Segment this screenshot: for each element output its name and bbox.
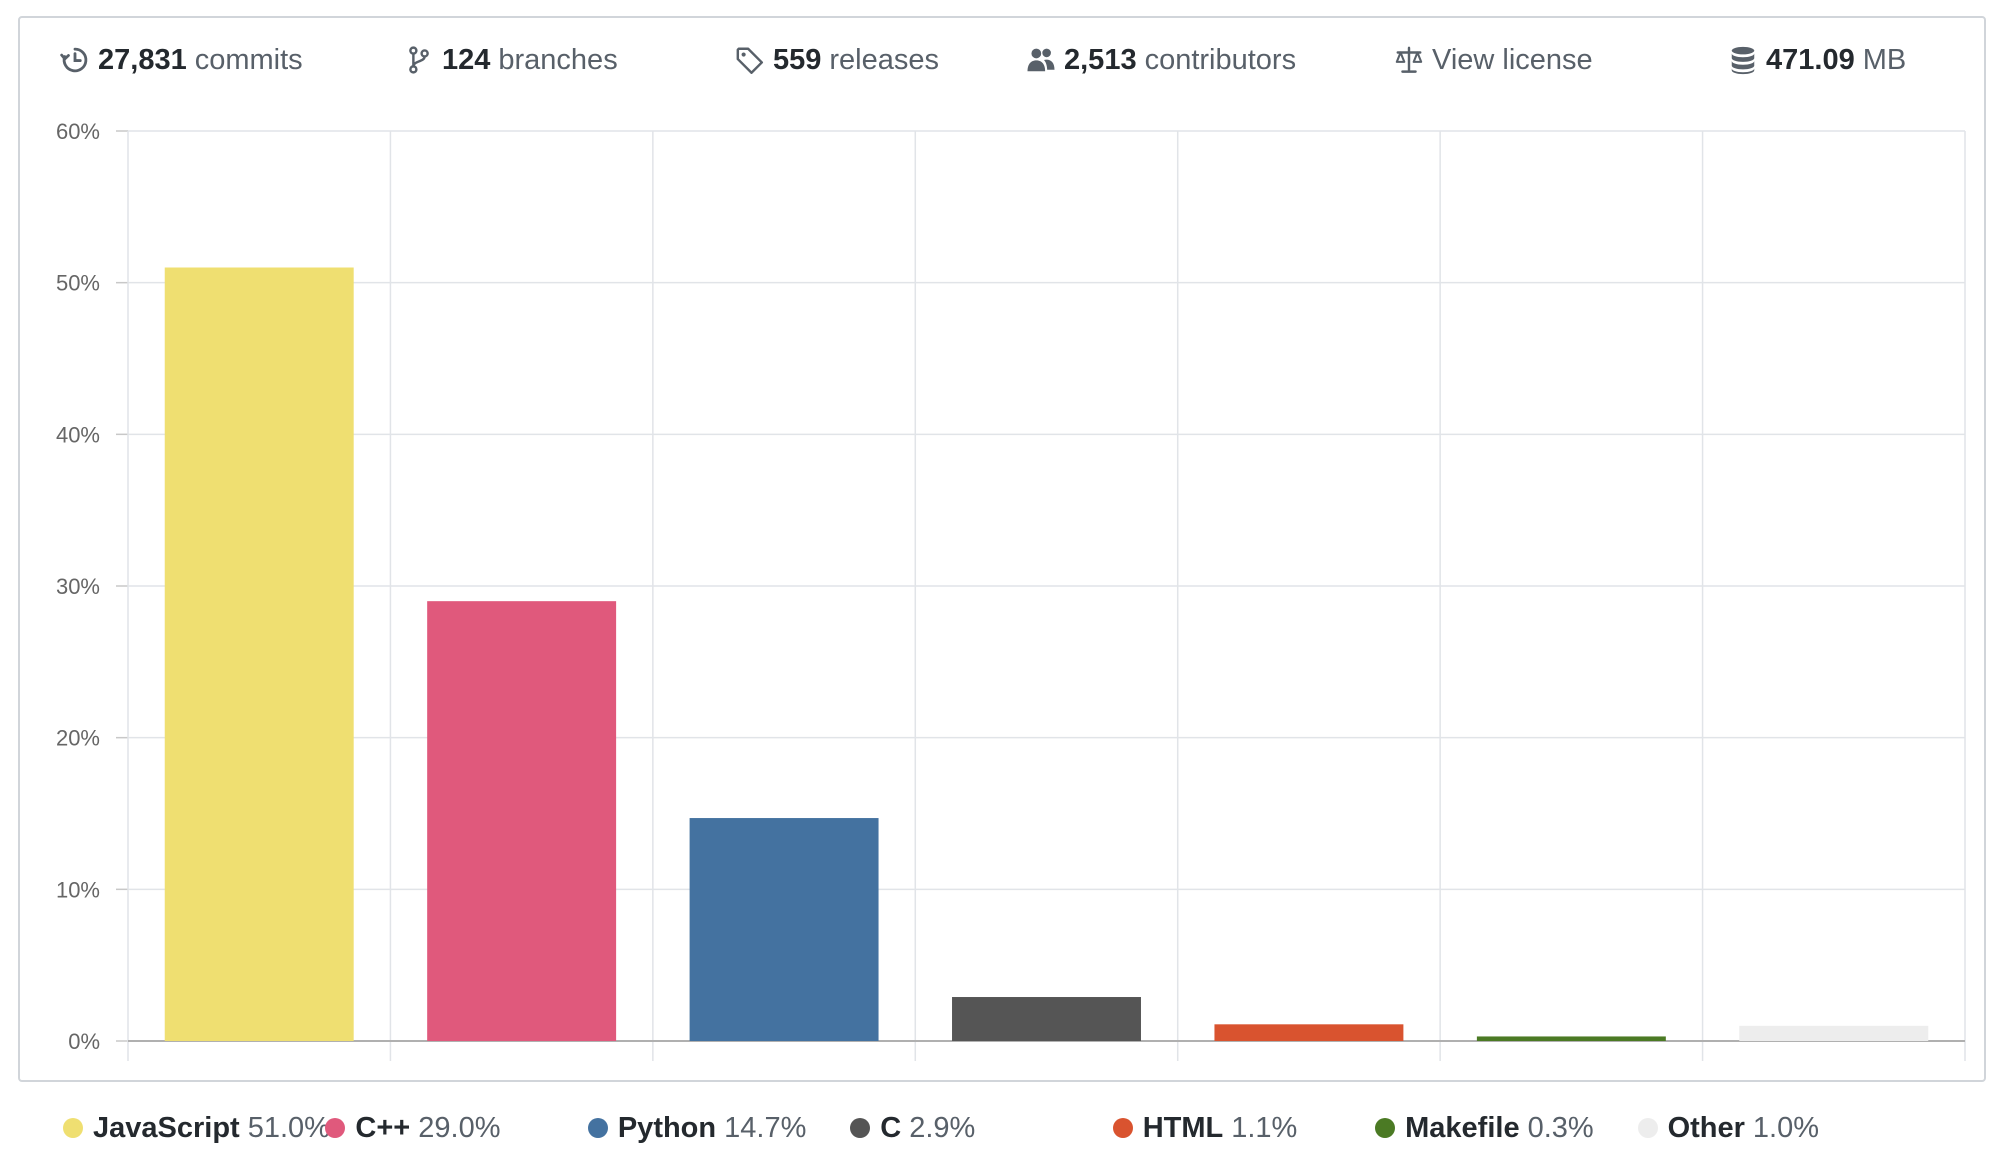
law-icon: [1395, 46, 1423, 73]
legend-language-percent: 29.0%: [418, 1111, 501, 1144]
legend-item-cpp[interactable]: C++ 29.0%: [325, 1100, 500, 1156]
contributors-label: contributors: [1144, 43, 1297, 76]
bar-other: [1739, 1025, 1929, 1041]
legend-color-dot: [1637, 1118, 1658, 1138]
database-icon: [1731, 46, 1755, 75]
legend-language-name: C: [880, 1111, 902, 1144]
y-tick-label: 30%: [56, 574, 100, 599]
legend-item-javascript[interactable]: JavaScript 51.0%: [63, 1100, 330, 1156]
y-tick-label: 10%: [56, 877, 100, 902]
repo-size-unit: MB: [1862, 43, 1907, 76]
legend-color-dot: [1112, 1118, 1133, 1138]
commits-label: commits: [194, 43, 303, 76]
legend-item-other[interactable]: Other 1.0%: [1637, 1100, 1820, 1156]
history-icon: [60, 47, 88, 73]
language-bar-chart: 0% 10% 20% 30% 40% 50% 60%: [56, 119, 1966, 1061]
chart-bars: [164, 267, 1929, 1041]
legend-language-name: HTML: [1142, 1111, 1224, 1144]
git-branch-icon: [409, 46, 429, 74]
language-legend: JavaScript 51.0% C++ 29.0% Python 14.7% C 2.9% H…: [0, 1100, 2000, 1156]
legend-language-name: Python: [617, 1111, 717, 1144]
bar-javascript: [164, 267, 354, 1041]
legend-color-dot: [325, 1118, 346, 1138]
y-tick-label: 50%: [56, 271, 100, 296]
commits-count: 27,831: [98, 43, 187, 76]
legend-language-percent: 51.0%: [247, 1111, 330, 1144]
y-axis-ticks: 0% 10% 20% 30% 40% 50% 60%: [56, 119, 100, 1054]
legend-color-dot: [850, 1118, 871, 1138]
legend-item-makefile[interactable]: Makefile 0.3%: [1375, 1100, 1594, 1156]
contributors-link[interactable]: 2,513 contributors: [1026, 40, 1296, 80]
releases-link[interactable]: 559 releases: [735, 40, 939, 80]
legend-language-percent: 1.1%: [1231, 1111, 1298, 1144]
bar-makefile: [1476, 1036, 1666, 1041]
legend-language-percent: 14.7%: [724, 1111, 807, 1144]
license-label: View license: [1432, 43, 1593, 76]
branches-count: 124: [442, 43, 491, 76]
bar-c: [952, 997, 1141, 1041]
y-tick-label: 60%: [56, 119, 100, 144]
legend-color-dot: [63, 1118, 83, 1138]
releases-label: releases: [829, 43, 940, 76]
legend-item-c[interactable]: C 2.9%: [850, 1100, 975, 1156]
legend-language-percent: 2.9%: [909, 1111, 976, 1144]
legend-language-name: JavaScript: [93, 1111, 240, 1144]
bar-html: [1214, 1024, 1404, 1041]
commits-link[interactable]: 27,831 commits: [60, 40, 303, 80]
y-tick-label: 0%: [68, 1029, 100, 1054]
y-tick-label: 20%: [56, 726, 100, 751]
legend-item-html[interactable]: HTML 1.1%: [1112, 1100, 1298, 1156]
branches-label: branches: [498, 43, 618, 76]
releases-count: 559: [773, 43, 822, 76]
repo-size-value: 471.09: [1766, 43, 1855, 76]
legend-language-name: Other: [1667, 1111, 1745, 1144]
legend-language-name: Makefile: [1405, 1111, 1520, 1144]
legend-language-name: C++: [355, 1111, 411, 1144]
legend-language-percent: 1.0%: [1752, 1111, 1820, 1144]
legend-language-percent: 0.3%: [1527, 1111, 1594, 1144]
branches-link[interactable]: 124 branches: [404, 40, 618, 80]
chart-grid: [116, 130, 1966, 1061]
bar-c-: [427, 601, 617, 1041]
repo-stats-bar: 27,831 commits 124 branches 559 releases…: [0, 0, 2000, 120]
contributors-count: 2,513: [1064, 43, 1137, 76]
tag-icon: [736, 47, 764, 74]
y-tick-label: 40%: [56, 422, 100, 447]
license-link[interactable]: View license: [1394, 40, 1593, 80]
legend-color-dot: [1375, 1118, 1396, 1138]
repo-size: 471.09 MB: [1728, 40, 1906, 80]
bar-python: [689, 818, 879, 1041]
legend-color-dot: [587, 1118, 608, 1138]
legend-item-python[interactable]: Python 14.7%: [587, 1100, 807, 1156]
people-icon: [1027, 48, 1055, 72]
